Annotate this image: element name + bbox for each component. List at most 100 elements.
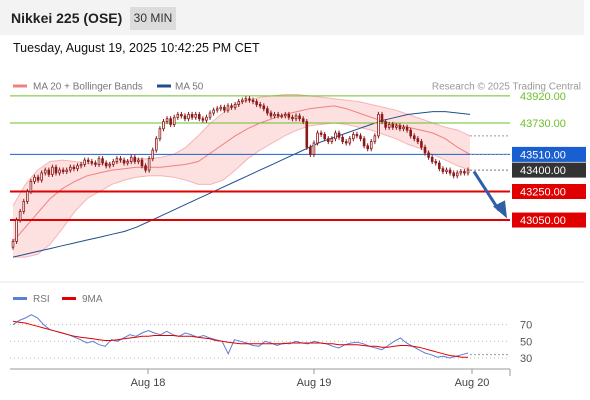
candle-body: [402, 126, 405, 130]
candle-body: [226, 105, 230, 111]
candle-body: [337, 132, 341, 138]
candle-body: [69, 166, 72, 171]
candle-body: [380, 114, 384, 122]
candle-body: [176, 114, 180, 118]
rsi-tick-label: 70: [520, 320, 532, 332]
candle-body: [448, 169, 452, 174]
candle-body: [438, 162, 441, 170]
candle-body: [326, 138, 330, 142]
candle-body: [420, 141, 423, 148]
support-tag: [512, 184, 586, 199]
support-tag: [512, 212, 586, 228]
candle-body: [190, 114, 194, 118]
candle-body: [147, 158, 151, 171]
candle-body: [61, 169, 65, 172]
candle-body: [194, 114, 198, 118]
candle-body: [83, 159, 86, 165]
candle-body: [108, 163, 112, 167]
candle-body: [230, 105, 233, 108]
candle-body: [237, 101, 241, 105]
resistance-label: 43730.00: [520, 118, 566, 130]
candle-body: [151, 149, 155, 160]
candle-body: [33, 176, 36, 182]
candle-body: [72, 166, 76, 170]
candle-body: [126, 161, 129, 164]
pivot-label: 43510.00: [520, 149, 566, 161]
candle-body: [248, 98, 251, 101]
candle-body: [129, 156, 133, 162]
candle-body: [391, 124, 395, 128]
candle-body: [219, 106, 223, 110]
candle-body: [137, 159, 140, 162]
candle-body: [445, 169, 448, 172]
candle-body: [266, 108, 269, 114]
candle-body: [158, 128, 162, 140]
candle-body: [301, 118, 305, 122]
target-arrow-shaft: [472, 170, 501, 212]
candle-body: [359, 135, 362, 140]
candle-body: [90, 161, 94, 164]
candle-body: [362, 138, 366, 147]
candle-body: [398, 125, 402, 130]
candle-body: [341, 136, 344, 142]
instrument-title: Nikkei 225 (OSE): [11, 10, 123, 26]
candle-body: [122, 159, 126, 164]
support-label: 43250.00: [520, 187, 566, 199]
candle-body: [86, 159, 90, 162]
candle-body: [47, 169, 51, 175]
last-price-tag: [512, 162, 586, 178]
candle-body: [29, 181, 33, 192]
candle-body: [330, 138, 334, 142]
candle-body: [309, 146, 312, 155]
candle-body: [205, 116, 208, 121]
rsi-line: [12, 314, 469, 359]
candle-body: [373, 135, 377, 142]
candle-body: [169, 118, 172, 125]
candle-body: [183, 115, 187, 120]
legend-label-ma20: MA 20 + Bollinger Bands: [33, 82, 143, 93]
candle-body: [162, 121, 165, 130]
bollinger-band-fill: [13, 94, 470, 258]
candle-body: [115, 158, 119, 162]
candle-body: [11, 241, 15, 248]
bollinger-upper-line: [12, 94, 471, 207]
candle-body: [427, 152, 430, 158]
candle-body: [298, 115, 301, 120]
last-price-label: 43400.00: [520, 165, 566, 177]
candle-body: [251, 99, 255, 102]
candle-body: [348, 138, 352, 144]
legend-swatch-rsi: [13, 297, 27, 300]
candle-body: [233, 104, 237, 108]
candle-body: [244, 98, 248, 101]
candle-body: [165, 118, 169, 122]
candle-body: [187, 114, 190, 120]
candle-body: [369, 141, 373, 150]
candle-body: [155, 138, 158, 151]
timeframe-button[interactable]: 30 MIN: [130, 7, 176, 30]
candle-body: [452, 172, 455, 177]
candle-body: [291, 116, 294, 120]
candle-body: [208, 112, 212, 118]
candle-body: [463, 171, 466, 174]
rsi-tick-label: 50: [520, 336, 532, 348]
candle-body: [212, 109, 215, 114]
candle-body: [312, 142, 316, 155]
candle-body: [344, 141, 348, 144]
candle-body: [434, 161, 438, 164]
candle-body: [276, 114, 280, 117]
candle-body: [283, 114, 287, 117]
bollinger-lower-line: [13, 122, 471, 258]
candle-body: [97, 158, 101, 165]
candle-body: [294, 115, 298, 120]
support-label: 43050.00: [520, 215, 566, 227]
candle-body: [377, 114, 380, 137]
candle-body: [334, 132, 337, 140]
candle-body: [215, 108, 219, 111]
candle-body: [58, 169, 61, 174]
candle-body: [395, 125, 398, 128]
candle-body: [455, 172, 459, 177]
candle-body: [18, 211, 22, 221]
chart-header-bar: Nikkei 225 (OSE) 30 MIN: [0, 0, 584, 35]
candle-body: [459, 171, 463, 174]
